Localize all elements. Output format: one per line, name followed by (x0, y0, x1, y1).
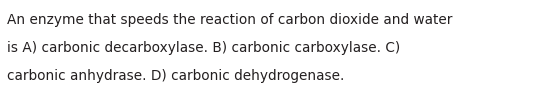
Text: An enzyme that speeds the reaction of carbon dioxide and water: An enzyme that speeds the reaction of ca… (7, 13, 453, 27)
Text: carbonic anhydrase. D) carbonic dehydrogenase.: carbonic anhydrase. D) carbonic dehydrog… (7, 69, 345, 83)
Text: is A) carbonic decarboxylase. B) carbonic carboxylase. C): is A) carbonic decarboxylase. B) carboni… (7, 41, 401, 55)
